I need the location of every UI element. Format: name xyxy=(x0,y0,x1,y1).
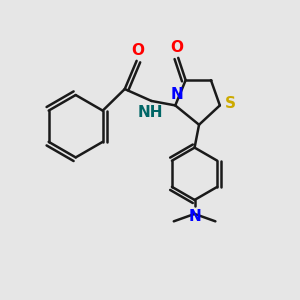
Text: N: N xyxy=(188,209,201,224)
Text: O: O xyxy=(132,43,145,58)
Text: O: O xyxy=(170,40,183,55)
Text: S: S xyxy=(225,96,236,111)
Text: NH: NH xyxy=(137,104,163,119)
Text: N: N xyxy=(170,87,183,102)
